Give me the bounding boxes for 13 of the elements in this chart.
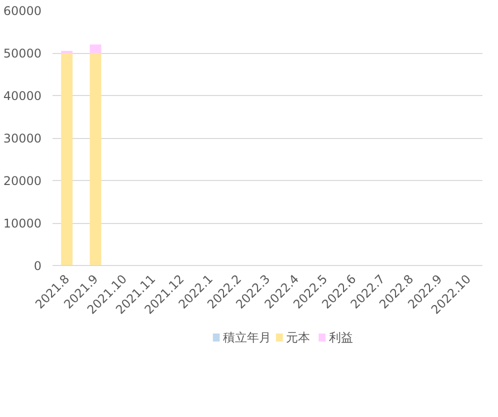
bar xyxy=(90,53,102,266)
bar xyxy=(90,44,102,53)
y-tick-label: 30000 xyxy=(3,132,42,146)
bar xyxy=(61,53,73,266)
y-tick-label: 40000 xyxy=(3,89,42,103)
y-tick-label: 50000 xyxy=(3,46,42,60)
legend-label: 元本 xyxy=(286,330,310,344)
y-tick-label: 0 xyxy=(34,259,42,273)
y-tick-label: 60000 xyxy=(3,4,42,18)
legend-label: 積立年月 xyxy=(223,330,272,344)
legend-label: 利益 xyxy=(328,330,353,344)
y-tick-label: 20000 xyxy=(3,174,42,188)
y-tick-label: 10000 xyxy=(3,216,42,230)
